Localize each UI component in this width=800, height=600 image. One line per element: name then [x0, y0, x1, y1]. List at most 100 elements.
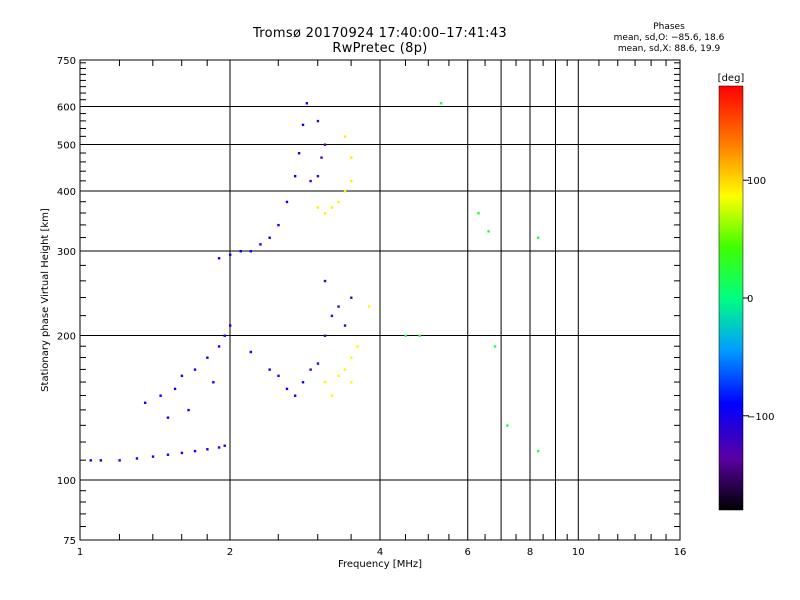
- data-point: [249, 350, 253, 354]
- x-tick-label: 16: [674, 547, 687, 558]
- chart-title-line2: RwPretec (8p): [332, 41, 428, 56]
- colorbar-tick-label: 100: [747, 176, 766, 187]
- data-point: [316, 206, 320, 209]
- data-point: [350, 179, 353, 183]
- y-axis-label: Stationary phase Virtual Height [km]: [40, 208, 51, 392]
- data-point: [217, 345, 221, 348]
- y-tick-label: 75: [63, 536, 76, 547]
- data-point: [89, 459, 92, 462]
- phase-stats-x: mean, sd,X: 88.6, 19.9: [617, 44, 721, 54]
- data-points: [89, 102, 540, 462]
- x-axis-label: Frequency [MHz]: [338, 559, 422, 570]
- data-point: [350, 156, 353, 159]
- y-tick-label: 750: [57, 56, 76, 67]
- y-tick-label: 500: [57, 141, 76, 152]
- data-point: [330, 206, 334, 209]
- data-point: [249, 250, 253, 253]
- chart-title-line1: Tromsø 20170924 17:40:00–17:41:43: [252, 26, 508, 41]
- x-tick-label: 1: [77, 547, 83, 558]
- data-point: [223, 334, 226, 337]
- y-tick-labels: 75 100 200 300 400 500 600 750: [57, 56, 76, 547]
- data-point: [259, 243, 262, 246]
- data-point: [206, 448, 209, 451]
- x-tick-label: 10: [572, 547, 585, 558]
- data-point: [536, 236, 540, 239]
- data-point: [323, 334, 327, 337]
- data-point: [536, 449, 540, 453]
- data-point: [356, 345, 359, 348]
- data-point: [180, 451, 184, 455]
- y-tick-label: 300: [57, 247, 76, 258]
- phase-stats-o: mean, sd,O: −85.6, 18.6: [613, 33, 725, 43]
- data-point: [301, 123, 305, 127]
- data-point: [309, 368, 312, 371]
- data-point: [285, 387, 289, 391]
- x-tick-label: 4: [377, 547, 383, 558]
- y-tick-label: 200: [57, 332, 76, 343]
- data-point: [285, 200, 289, 204]
- colorbar-gradient: [718, 85, 744, 511]
- data-point: [268, 368, 271, 371]
- data-point: [404, 334, 407, 337]
- plot-grid: [80, 60, 680, 540]
- data-point: [309, 179, 312, 183]
- data-point: [367, 305, 371, 308]
- data-point: [99, 459, 103, 462]
- data-point: [268, 236, 271, 239]
- data-point: [477, 212, 480, 215]
- data-point: [151, 455, 155, 458]
- data-point: [305, 102, 309, 105]
- x-tick-label: 2: [227, 547, 233, 558]
- data-point: [506, 424, 509, 427]
- data-point: [337, 305, 340, 308]
- data-point: [343, 368, 347, 371]
- data-point: [337, 374, 340, 378]
- plot-frame: [79, 59, 681, 541]
- data-point: [229, 324, 232, 327]
- data-point: [173, 387, 177, 391]
- data-point: [323, 279, 327, 283]
- data-point: [217, 446, 221, 449]
- colorbar-label: [deg]: [718, 73, 745, 84]
- y-tick-label: 100: [57, 476, 76, 487]
- data-point: [206, 356, 209, 359]
- data-point: [493, 345, 497, 348]
- data-point: [293, 394, 297, 397]
- data-point: [166, 416, 170, 419]
- data-point: [135, 457, 139, 460]
- data-point: [180, 374, 184, 378]
- data-point: [343, 190, 347, 193]
- data-point: [193, 449, 197, 453]
- phase-colorbar: [deg] 100 0 −100: [718, 73, 774, 511]
- colorbar-tick-label: 0: [747, 294, 753, 305]
- data-point: [320, 156, 323, 159]
- data-point: [418, 334, 421, 337]
- data-point: [316, 174, 320, 178]
- data-point: [223, 444, 226, 447]
- data-point: [301, 381, 305, 384]
- data-point: [217, 257, 221, 260]
- data-point: [293, 174, 297, 178]
- data-point: [187, 408, 190, 412]
- data-point: [330, 314, 334, 318]
- data-point: [439, 102, 443, 105]
- data-point: [316, 119, 320, 123]
- data-point: [350, 296, 353, 299]
- x-tick-label: 8: [527, 547, 533, 558]
- data-point: [239, 250, 242, 253]
- y-tick-label: 400: [57, 187, 76, 198]
- chart-title: Tromsø 20170924 17:40:00–17:41:43 RwPret…: [80, 26, 680, 56]
- data-point: [330, 394, 334, 397]
- data-point: [143, 401, 147, 404]
- data-point: [212, 381, 215, 384]
- data-point: [118, 459, 121, 462]
- data-point: [277, 223, 280, 227]
- data-point: [316, 362, 320, 365]
- data-point: [487, 230, 490, 233]
- data-point: [350, 381, 353, 384]
- data-point: [277, 374, 280, 378]
- data-point: [323, 212, 327, 215]
- x-tick-labels: 1 2 4 6 8 10 16: [77, 547, 687, 558]
- x-tick-label: 6: [465, 547, 471, 558]
